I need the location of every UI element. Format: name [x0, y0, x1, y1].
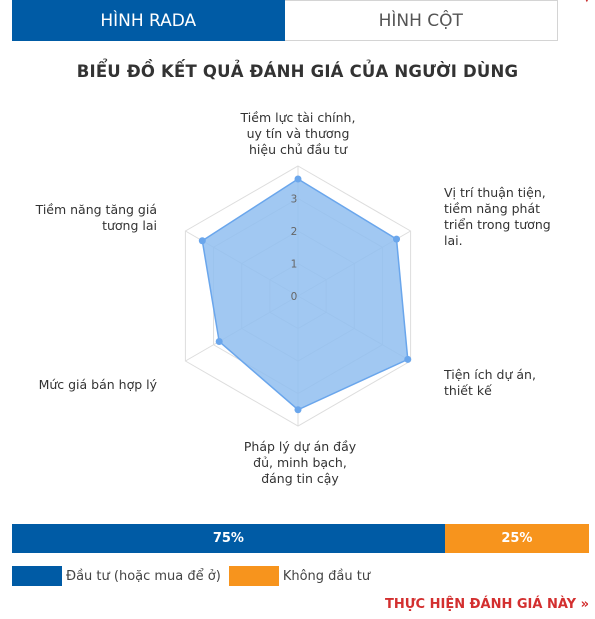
distribution-bar: 75% 25% [12, 524, 589, 553]
legend-item-invest: Đầu tư (hoặc mua để ở) [12, 566, 221, 586]
legend-label-not-invest: Không đầu tư [282, 568, 371, 584]
tab-radar[interactable]: HÌNH RADA [12, 0, 285, 41]
data-area [201, 178, 409, 411]
radar-chart: 0 1 2 3 Tiềm lực tài chính, uy tín và thương h… [35, 110, 551, 486]
axis-label: Tiềm năng tăng giá tương lai [35, 202, 157, 233]
bar-segment-not-invest: 25% [444, 524, 589, 553]
tick-label: 2 [291, 226, 298, 238]
corner-caret-icon: ▼ [583, 0, 593, 4]
data-point [294, 175, 302, 183]
tick-label: 1 [291, 259, 298, 271]
axis-label: Tiềm lực tài chính, uy tín và thương hiệu … [240, 110, 356, 157]
chart-type-tabs: HÌNH RADA HÌNH CỘT [12, 0, 558, 41]
data-point [294, 406, 302, 414]
data-point [393, 235, 401, 243]
data-point [215, 338, 223, 345]
legend-label-invest: Đầu tư (hoặc mua để ở) [66, 568, 221, 584]
tab-radar-label: HÌNH RADA [100, 10, 197, 31]
submit-review-link[interactable]: THỰC HIỆN ĐÁNH GIÁ NÀY » [384, 597, 589, 612]
tick-label: 3 [291, 194, 298, 206]
bar-segment-invest-label: 75% [212, 531, 244, 546]
axis-label: Mức giá bán hợp lý [39, 377, 158, 392]
axis-label: Vị trí thuận tiện, tiềm năng phát triển tr… [444, 185, 551, 248]
legend-swatch-invest [12, 566, 62, 586]
legend-item-not-invest: Không đầu tư [228, 566, 371, 586]
axis-label: Tiện ích dự án, thiết kế [443, 367, 536, 398]
data-point [198, 237, 206, 245]
tab-column[interactable]: HÌNH CỘT [284, 0, 558, 41]
bar-segment-not-invest-label: 25% [501, 531, 533, 546]
axis-label: Pháp lý dự án đầy đủ, minh bạch, đáng tin … [244, 439, 357, 486]
tick-label: 0 [291, 291, 298, 303]
tab-column-label: HÌNH CỘT [378, 10, 463, 31]
chart-title: BIỂU ĐỒ KẾT QUẢ ĐÁNH GIÁ CỦA NGƯỜI DÙNG [76, 62, 519, 81]
data-point [404, 355, 412, 363]
legend-swatch-not-invest [228, 566, 279, 586]
bar-segment-invest: 75% [12, 524, 445, 553]
legend: Đầu tư (hoặc mua để ở) Không đầu tư [12, 566, 378, 586]
